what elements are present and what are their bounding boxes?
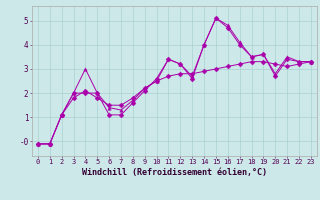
X-axis label: Windchill (Refroidissement éolien,°C): Windchill (Refroidissement éolien,°C) [82,168,267,177]
